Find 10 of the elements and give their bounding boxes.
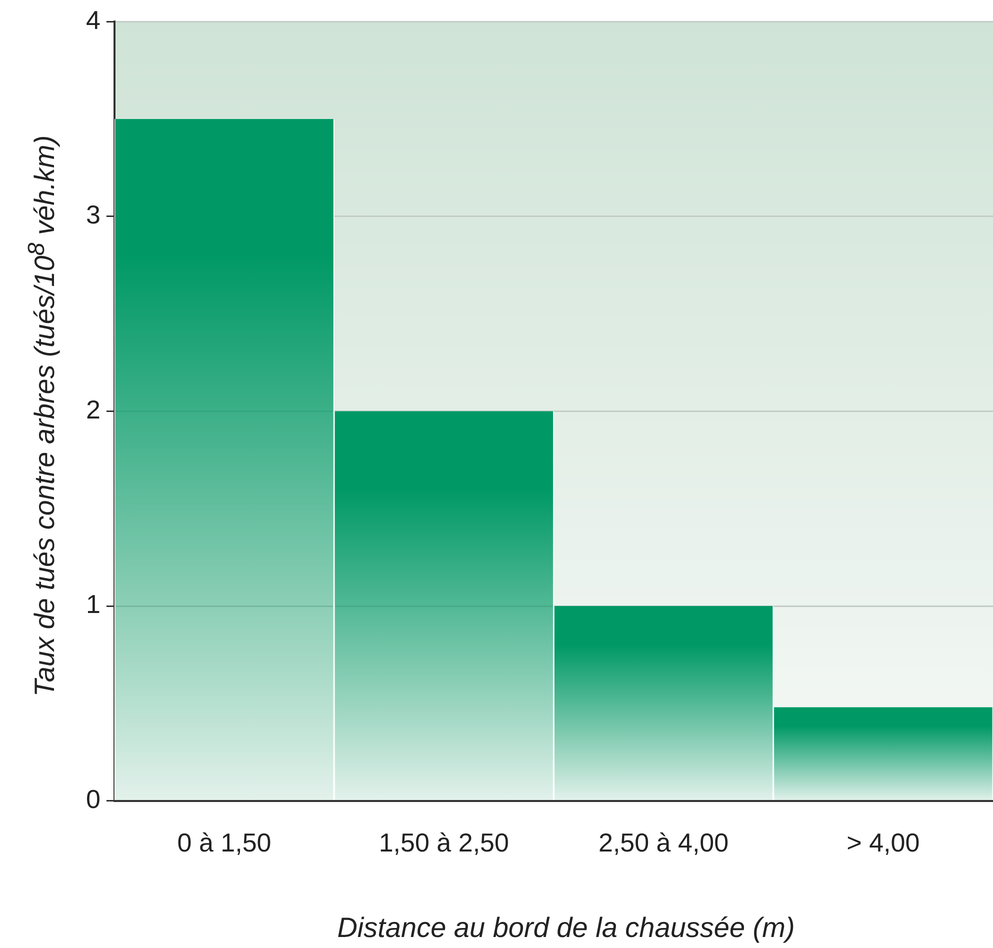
x-tick-label: 0 à 1,50 [177, 828, 272, 858]
y-tick-label: 0 [86, 784, 100, 814]
x-tick-label: 1,50 à 2,50 [378, 828, 509, 858]
y-tick-label: 4 [86, 4, 100, 35]
x-tick-label: > 4,00 [846, 828, 920, 858]
x-tick-label: 2,50 à 4,00 [598, 828, 729, 858]
y-tick-label: 2 [86, 394, 100, 424]
y-tick-label: 1 [86, 589, 100, 620]
y-tick-label: 3 [86, 200, 100, 230]
x-axis-title: Distance au bord de la chaussée (m) [337, 912, 795, 944]
